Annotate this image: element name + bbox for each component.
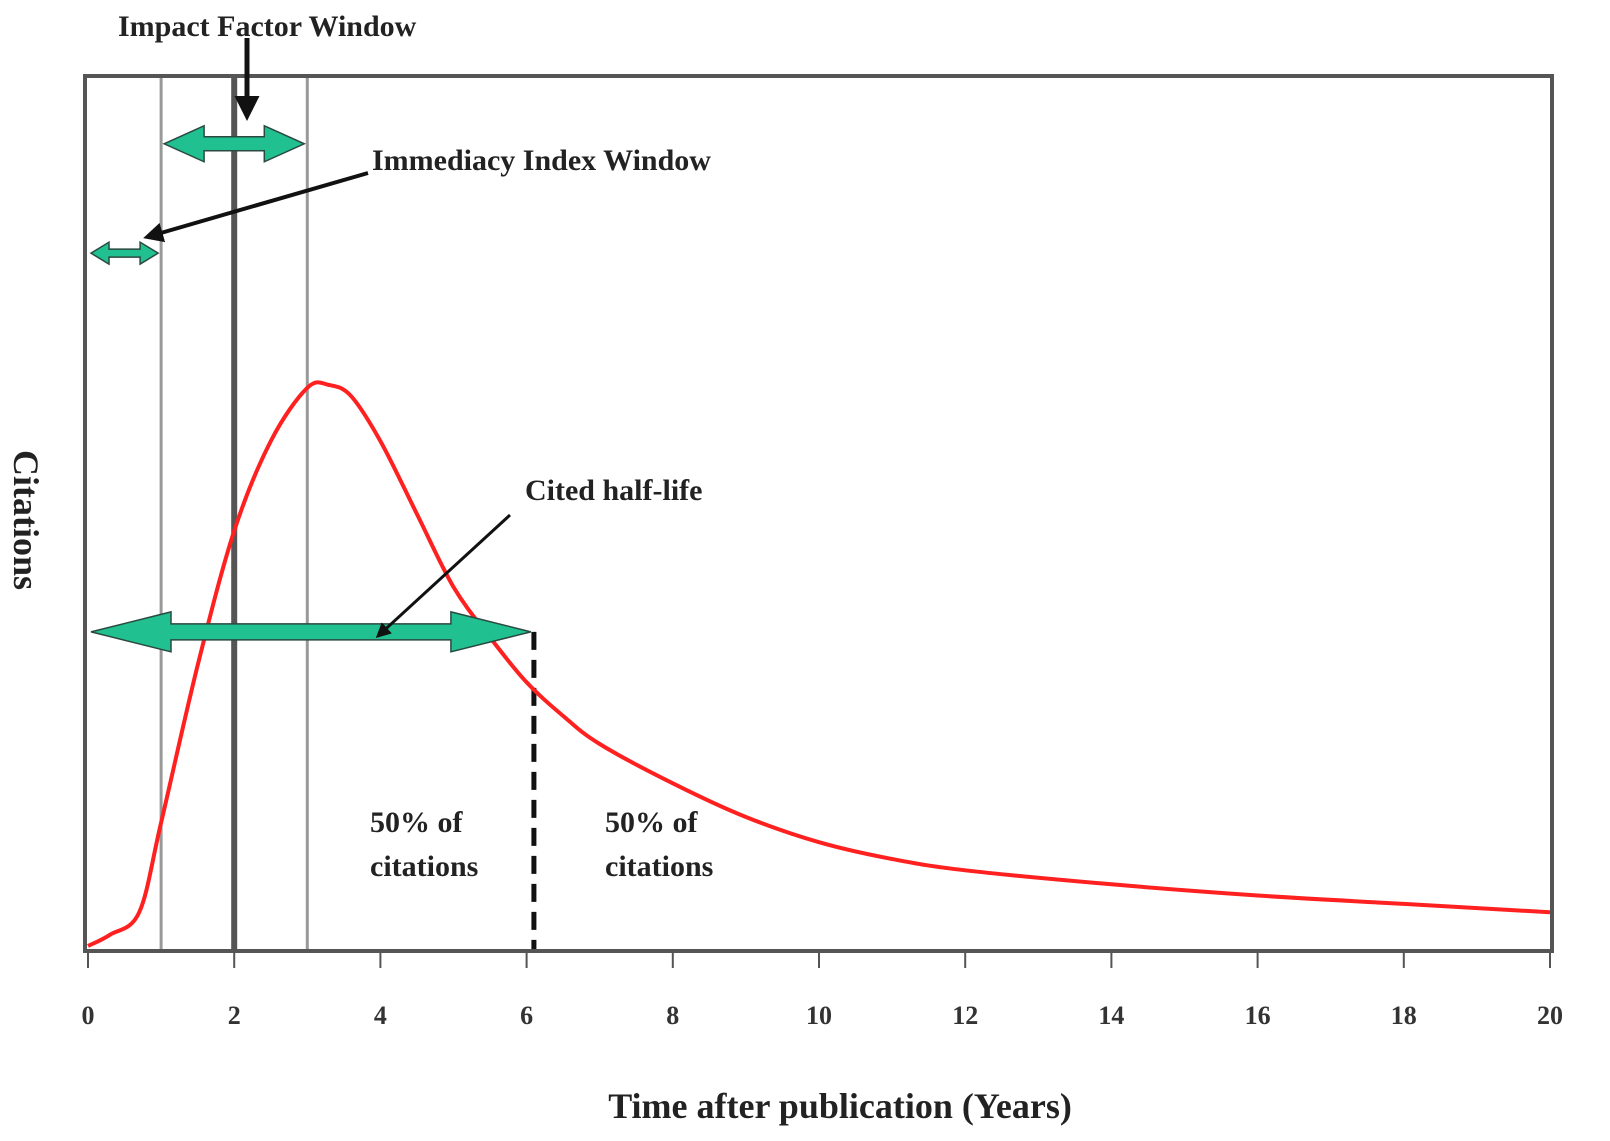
x-tick-label: 2 xyxy=(228,1001,241,1030)
impact-window-arrow xyxy=(162,124,307,163)
x-tick-label: 0 xyxy=(82,1001,95,1030)
y-axis-title: Citations xyxy=(6,450,46,590)
x-tick-label: 10 xyxy=(806,1001,832,1030)
x-axis-title: Time after publication (Years) xyxy=(608,1086,1072,1126)
window-arrows xyxy=(89,124,532,653)
immediacy-index-label: Immediacy Index Window xyxy=(372,144,711,177)
x-tick-label: 8 xyxy=(666,1001,679,1030)
fifty-percent-right-line1: 50% of xyxy=(605,806,699,839)
immediacy-index-pointer-arrow xyxy=(143,171,369,243)
x-tick-label: 16 xyxy=(1245,1001,1271,1030)
x-tick-label: 20 xyxy=(1537,1001,1563,1030)
x-tick-label: 12 xyxy=(952,1001,978,1030)
fifty-percent-left-line2: citations xyxy=(370,850,478,883)
fifty-percent-left-line1: 50% of xyxy=(370,806,464,839)
impact-factor-label: Impact Factor Window xyxy=(118,10,417,43)
halflife-window-arrow xyxy=(90,610,532,653)
cited-half-life-pointer-arrow xyxy=(375,513,512,639)
x-tick-label: 6 xyxy=(520,1001,533,1030)
x-tick-label: 4 xyxy=(374,1001,387,1030)
immediacy-window-arrow xyxy=(89,240,160,266)
x-tick-label: 14 xyxy=(1098,1001,1124,1030)
plot-frame xyxy=(83,74,1554,953)
fifty-percent-right-line2: citations xyxy=(605,850,713,883)
cited-half-life-label: Cited half-life xyxy=(525,474,702,507)
x-axis-ticks: 0 2 4 6 8 10 12 14 16 18 20 xyxy=(82,950,1563,1030)
window-boundary-lines xyxy=(159,78,537,949)
x-tick-label: 18 xyxy=(1391,1001,1417,1030)
